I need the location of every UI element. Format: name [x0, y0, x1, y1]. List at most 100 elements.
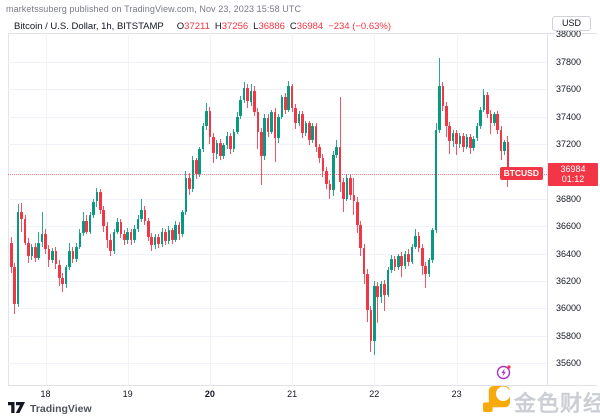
change-value: −234 (−0.63%)	[328, 21, 392, 32]
boost-lightning-icon[interactable]	[496, 364, 512, 380]
candle-body	[335, 146, 338, 155]
candle-body	[349, 178, 352, 195]
open-label: O	[176, 21, 185, 32]
candle-body	[129, 231, 133, 240]
candle-body	[273, 112, 277, 139]
v-gridline	[45, 33, 47, 385]
tradingview-logo[interactable]: TradingView	[8, 400, 92, 418]
candle-body	[239, 100, 243, 117]
time-tick-label: 19	[122, 389, 133, 399]
candle-body	[37, 242, 40, 258]
candle-body	[410, 246, 414, 262]
candle-body	[431, 230, 434, 261]
candle-body	[181, 212, 184, 235]
currency-button[interactable]: USD	[552, 16, 592, 31]
time-tick-label: 20	[204, 389, 215, 399]
candle-body	[270, 112, 273, 132]
candle-body	[116, 222, 119, 232]
candle-body	[218, 142, 222, 157]
candle-body	[403, 253, 407, 266]
h-gridline	[8, 198, 547, 200]
candle-body	[44, 234, 47, 250]
price-tick-label: 37400	[555, 111, 583, 122]
candle-body	[400, 256, 404, 266]
candle-body	[215, 142, 219, 154]
candle-body	[465, 137, 469, 147]
h-gridline	[8, 143, 547, 145]
candle-body	[164, 231, 167, 242]
candle-body	[359, 224, 362, 249]
candle-body	[362, 248, 366, 274]
candle-wick	[377, 282, 379, 324]
candle-body	[280, 97, 284, 117]
tradingview-logo-text: TradingView	[30, 403, 92, 415]
candle-body	[444, 105, 448, 127]
candle-body	[393, 259, 397, 268]
v-gridline	[127, 33, 129, 385]
candle-body	[136, 219, 140, 229]
candle-body	[232, 131, 236, 150]
candle-body	[499, 130, 503, 151]
candle-body	[177, 224, 181, 235]
candle-body	[397, 256, 400, 268]
candle-body	[61, 278, 64, 284]
candle-body	[328, 183, 332, 191]
h-gridline	[8, 61, 547, 63]
candle-body	[119, 222, 123, 235]
price-tick-label: 36400	[555, 248, 583, 259]
candle-body	[27, 242, 30, 257]
candle-body	[345, 178, 349, 199]
candle-body	[486, 94, 489, 114]
candle-body	[369, 309, 373, 342]
symbol-title[interactable]: Bitcoin / U.S. Dollar, 1h, BITSTAMP	[14, 21, 164, 32]
candle-body	[352, 194, 356, 202]
candle-body	[160, 231, 164, 244]
current-price-value: 36984	[560, 163, 586, 174]
frame-bottom	[8, 385, 597, 386]
publish-line: marketssuberg published on TradingView.c…	[6, 4, 302, 14]
current-price-line	[8, 173, 547, 175]
candle-body	[407, 253, 410, 262]
price-tick-label: 36800	[555, 193, 583, 204]
price-axis[interactable]: 3800037800376003740037200370003680036600…	[548, 29, 600, 385]
candle-body	[188, 178, 191, 190]
candle-body	[225, 135, 229, 146]
chart-pane[interactable]: BTCUSD	[8, 33, 547, 385]
candle-body	[314, 126, 318, 147]
candle-body	[496, 113, 499, 131]
candle-body	[489, 113, 493, 124]
candle-body	[421, 248, 424, 266]
time-tick-label: 18	[40, 389, 51, 399]
candle-body	[78, 233, 82, 247]
candle-body	[92, 201, 95, 216]
price-tick-label: 36600	[555, 221, 583, 232]
candle-body	[263, 117, 267, 157]
candle-body	[383, 283, 386, 295]
candle-body	[157, 237, 160, 244]
candle-body	[390, 259, 393, 270]
candle-body	[23, 219, 27, 243]
candle-body	[297, 113, 301, 124]
price-tick-label: 35600	[555, 358, 583, 369]
candle-body	[256, 112, 260, 132]
candle-body	[205, 111, 208, 127]
candle-body	[147, 220, 150, 237]
candle-body	[194, 160, 198, 175]
candle-body	[417, 235, 421, 248]
h-gridline	[8, 89, 547, 91]
watermark-logo-icon	[483, 386, 511, 418]
candle-body	[366, 274, 369, 310]
candle-body	[260, 131, 263, 157]
candle-body	[373, 286, 376, 342]
candle-wick	[339, 97, 341, 192]
candle-body	[88, 215, 92, 232]
candle-body	[51, 250, 54, 261]
bar-countdown: 01:12	[561, 174, 585, 184]
candle-body	[338, 146, 342, 183]
time-axis[interactable]: 18 19 20 21 22 23	[8, 389, 547, 402]
candle-wick	[41, 212, 43, 247]
high-label: H	[214, 21, 222, 32]
candle-body	[64, 267, 68, 284]
candle-body	[424, 265, 427, 274]
candle-body	[99, 191, 102, 210]
